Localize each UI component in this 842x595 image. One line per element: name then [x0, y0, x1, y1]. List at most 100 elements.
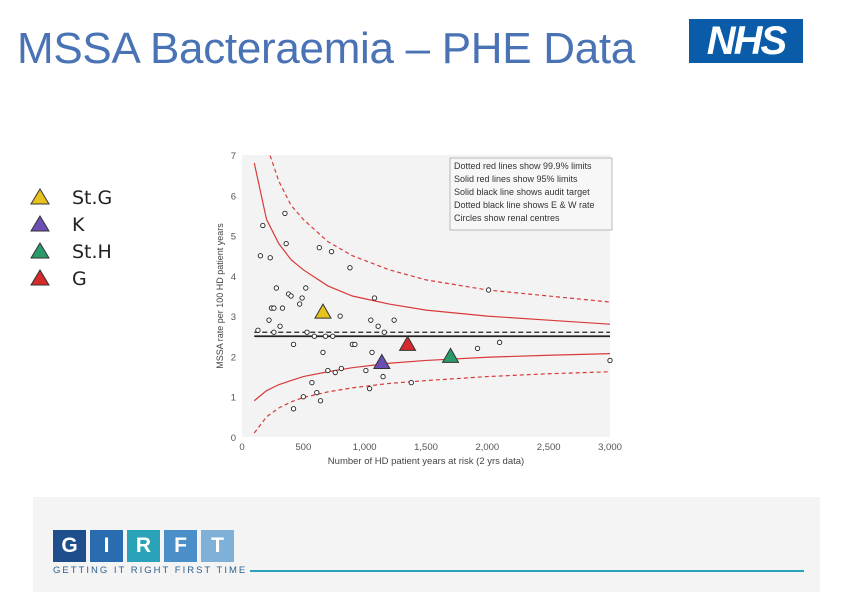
renal-centre-point: [303, 285, 309, 291]
renal-centre-point: [271, 329, 277, 335]
girft-letter-t: T: [201, 530, 234, 562]
x-tick-label: 0: [239, 442, 244, 453]
renal-centre-point: [273, 285, 279, 291]
renal-centre-point: [371, 295, 378, 301]
plot-legend-entry: Solid red lines show 95% limits: [454, 174, 578, 184]
plot-legend-entry: Circles show renal centres: [454, 213, 560, 223]
renal-centre-point: [369, 349, 375, 356]
upper-999-limit-line: [269, 155, 610, 303]
y-tick-label: 3: [231, 312, 236, 323]
plot-legend-entry: Dotted black line shows E & W rate: [454, 200, 595, 210]
y-axis-label: MSSA rate per 100 HD patient years: [215, 223, 225, 369]
renal-centre-point: [332, 369, 338, 376]
renal-centre-point: [496, 339, 503, 345]
renal-centre-point: [290, 341, 297, 347]
legend-label-sth: St.H: [72, 241, 112, 263]
renal-centre-point: [277, 323, 283, 329]
renal-centre-point: [330, 333, 336, 339]
lower-999-limit-line: [253, 371, 610, 434]
renal-centre-point: [267, 255, 273, 261]
renal-centre-point: [255, 327, 261, 333]
renal-centre-point: [283, 240, 289, 247]
renal-centre-point: [381, 329, 387, 335]
legend-marker-sth: [30, 242, 50, 259]
renal-centre-point: [338, 365, 345, 372]
renal-centre-point: [314, 390, 320, 396]
y-tick-label: 7: [231, 151, 236, 162]
y-tick-label: 5: [231, 232, 236, 243]
y-tick-label: 6: [231, 191, 236, 202]
x-axis-label: Number of HD patient years at risk (2 yr…: [328, 456, 524, 467]
legend-label-k: K: [72, 214, 85, 236]
renal-centre-point: [375, 323, 381, 329]
renal-centre-point: [304, 329, 310, 335]
renal-centre-point: [366, 386, 373, 392]
nhs-logo: NHS: [689, 19, 803, 63]
x-tick-label: 1,000: [353, 442, 377, 453]
renal-centre-point: [391, 317, 397, 323]
renal-centre-point: [607, 357, 613, 364]
y-tick-label: 4: [231, 272, 236, 283]
renal-centre-point: [288, 293, 294, 299]
renal-centre-point: [300, 394, 306, 400]
x-tick-label: 2,500: [537, 442, 561, 453]
footer-divider: [250, 570, 804, 572]
plot-legend-entry: Solid black line shows audit target: [454, 187, 590, 197]
triangle-icon: [30, 188, 50, 205]
renal-centre-point: [282, 210, 288, 217]
renal-centre-point: [311, 333, 318, 339]
legend-label-stg: St.G: [72, 187, 113, 209]
unit-marker-sth: [441, 347, 460, 363]
unit-marker-k: [372, 353, 391, 369]
upper-95-limit-line: [253, 162, 610, 325]
renal-centre-point: [320, 349, 326, 356]
x-tick-label: 2,000: [475, 442, 499, 453]
renal-centre-point: [474, 345, 481, 352]
unit-marker-g: [398, 335, 417, 351]
renal-centre-point: [347, 265, 353, 271]
renal-centre-point: [290, 406, 297, 412]
y-tick-label: 2: [231, 352, 236, 363]
renal-centre-point: [380, 373, 386, 380]
renal-centre-point: [368, 317, 374, 323]
y-tick-label: 1: [231, 393, 236, 404]
plot-legend-entry: Dotted red lines show 99.9% limits: [454, 161, 592, 171]
renal-centre-point: [317, 398, 324, 404]
girft-letter-f: F: [164, 530, 197, 562]
triangle-icon: [30, 215, 50, 232]
x-tick-label: 3,000: [598, 442, 622, 453]
legend-marker-g: [30, 269, 50, 286]
renal-centre-point: [260, 222, 266, 229]
page-title: MSSA Bacteraemia – PHE Data: [17, 24, 635, 73]
unit-marker-stg: [314, 303, 332, 319]
legend-label-g: G: [72, 268, 87, 290]
funnel-plot: 0 1 2 3 4 5 6 7 0 500 1,000 1,500 2,000 2,500 3,000 Num…: [215, 151, 622, 467]
girft-tagline: GETTING IT RIGHT FIRST TIME: [53, 565, 248, 576]
renal-centre-point: [328, 249, 335, 255]
renal-centre-point: [316, 245, 322, 251]
legend-marker-stg: [30, 188, 50, 205]
renal-centre-point: [271, 305, 277, 311]
girft-letter-r: R: [127, 530, 160, 562]
renal-centre-point: [266, 317, 272, 323]
renal-centre-point: [325, 367, 331, 374]
renal-centre-point: [352, 341, 358, 347]
triangle-icon: [30, 242, 50, 259]
renal-centre-point: [485, 287, 492, 293]
renal-centre-point: [322, 333, 329, 339]
triangle-icon: [30, 269, 50, 286]
plot-legend-box: [449, 157, 613, 231]
renal-centre-point: [257, 253, 264, 259]
girft-letter-g: G: [53, 530, 86, 562]
renal-centre-point: [408, 379, 414, 386]
renal-centre-point: [309, 379, 315, 386]
renal-centre-point: [299, 295, 305, 301]
renal-centre-point: [337, 313, 343, 319]
y-tick-label: 0: [231, 433, 236, 444]
renal-centre-point: [297, 301, 303, 307]
x-tick-label: 500: [295, 442, 311, 453]
girft-letter-i: I: [90, 530, 123, 562]
renal-centre-point: [363, 367, 369, 374]
x-tick-label: 1,500: [414, 442, 438, 453]
renal-centre-point: [279, 305, 286, 311]
